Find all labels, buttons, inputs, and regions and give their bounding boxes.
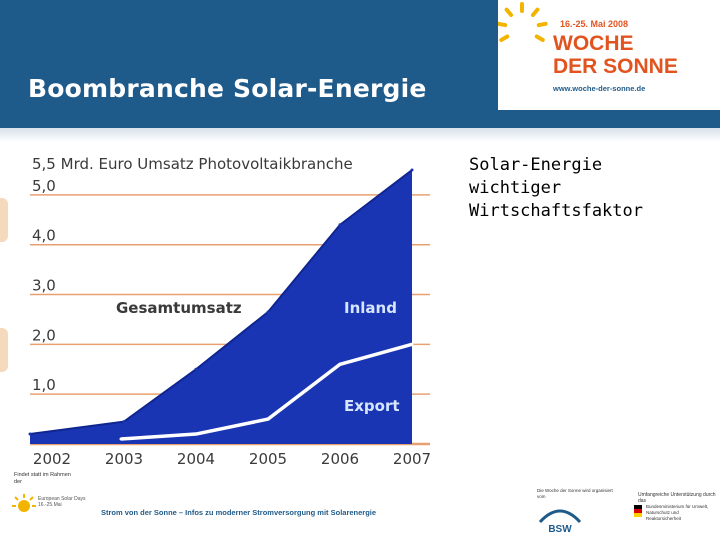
federal-eagle-icon xyxy=(634,505,642,517)
side-tab-upper xyxy=(0,198,8,242)
y-axis-ticks: 5,0 4,0 3,0 2,0 1,0 xyxy=(32,177,56,394)
x-tick-label: 2007 xyxy=(393,450,431,468)
export-point xyxy=(410,342,414,346)
side-tab-lower xyxy=(0,328,8,372)
gesamtumsatz-point xyxy=(338,223,342,227)
sun-icon xyxy=(498,2,548,42)
total-area xyxy=(30,170,412,444)
revenue-chart: 5,5 Mrd. Euro Umsatz Photovoltaikbranche… xyxy=(28,150,440,472)
gesamtumsatz-point xyxy=(266,310,270,314)
x-axis-ticks: 2002 2003 2004 2005 2006 2007 xyxy=(33,450,431,468)
x-tick-label: 2004 xyxy=(177,450,215,468)
series-label-gesamtumsatz: Gesamtumsatz xyxy=(116,299,242,317)
gesamtumsatz-point xyxy=(194,367,198,371)
gesamtumsatz-point xyxy=(122,420,126,424)
bsw-mark-icon: BSW xyxy=(538,509,582,535)
gesamtumsatz-point xyxy=(410,168,414,172)
european-solar-days-logo[interactable]: European Solar Days 16.-25.Mai xyxy=(12,492,92,522)
region-label-export: Export xyxy=(344,397,400,415)
y-tick-label: 5,0 xyxy=(32,177,56,195)
x-tick-label: 2006 xyxy=(321,450,359,468)
supporter-text: Umfangreiche Unterstützung durch das xyxy=(638,492,716,504)
export-point xyxy=(194,432,198,436)
side-caption: Solar-Energie wichtiger Wirtschaftsfakto… xyxy=(469,154,709,223)
organizer-text: Die Woche der Sonne wird organisiert vom xyxy=(537,488,613,499)
chart-title: 5,5 Mrd. Euro Umsatz Photovoltaikbranche xyxy=(32,155,353,173)
bsw-logo-text: BSW xyxy=(548,524,572,535)
side-caption-line3: Wirtschaftsfaktor xyxy=(469,201,643,221)
total-line xyxy=(29,169,413,436)
region-label-inland: Inland xyxy=(344,299,397,317)
y-tick-label: 4,0 xyxy=(32,227,56,245)
header-shadow xyxy=(0,128,720,142)
footer-note: Findet statt im Rahmen der xyxy=(14,472,71,485)
event-name-line2: DER SONNE xyxy=(553,55,678,78)
side-caption-line1: Solar-Energie xyxy=(469,155,603,175)
export-point xyxy=(266,417,270,421)
x-tick-label: 2005 xyxy=(249,450,287,468)
ministry-name: Bundesministerium für Umwelt, Naturschut… xyxy=(646,504,709,521)
x-tick-label: 2003 xyxy=(105,450,143,468)
bsw-logo[interactable]: BSW xyxy=(536,500,584,536)
y-tick-label: 1,0 xyxy=(32,376,56,394)
side-caption-line2: wichtiger xyxy=(469,178,562,198)
y-tick-label: 2,0 xyxy=(32,326,56,344)
event-url[interactable]: www.woche-der-sonne.de xyxy=(553,84,646,93)
event-name-line1: WOCHE xyxy=(553,32,634,55)
export-point xyxy=(338,362,342,366)
european-solar-days-text: European Solar Days 16.-25.Mai xyxy=(38,496,86,508)
y-tick-label: 3,0 xyxy=(32,277,56,295)
export-point xyxy=(119,437,123,441)
event-date: 16.-25. Mai 2008 xyxy=(560,19,629,29)
gesamtumsatz-point xyxy=(28,432,32,436)
footer-slogan: Strom von der Sonne – Infos zu moderner … xyxy=(101,508,377,517)
event-logo[interactable]: 16.-25. Mai 2008 WOCHE DER SONNE www.woc… xyxy=(498,0,720,110)
page-title: Boombranche Solar-Energie xyxy=(28,74,427,103)
header-bar: Boombranche Solar-Energie 16.-25. Mai 20… xyxy=(0,0,720,128)
small-sun-icon xyxy=(12,494,36,512)
ministry-logo[interactable]: Bundesministerium für Umwelt, Naturschut… xyxy=(634,502,714,528)
x-tick-label: 2002 xyxy=(33,450,71,468)
